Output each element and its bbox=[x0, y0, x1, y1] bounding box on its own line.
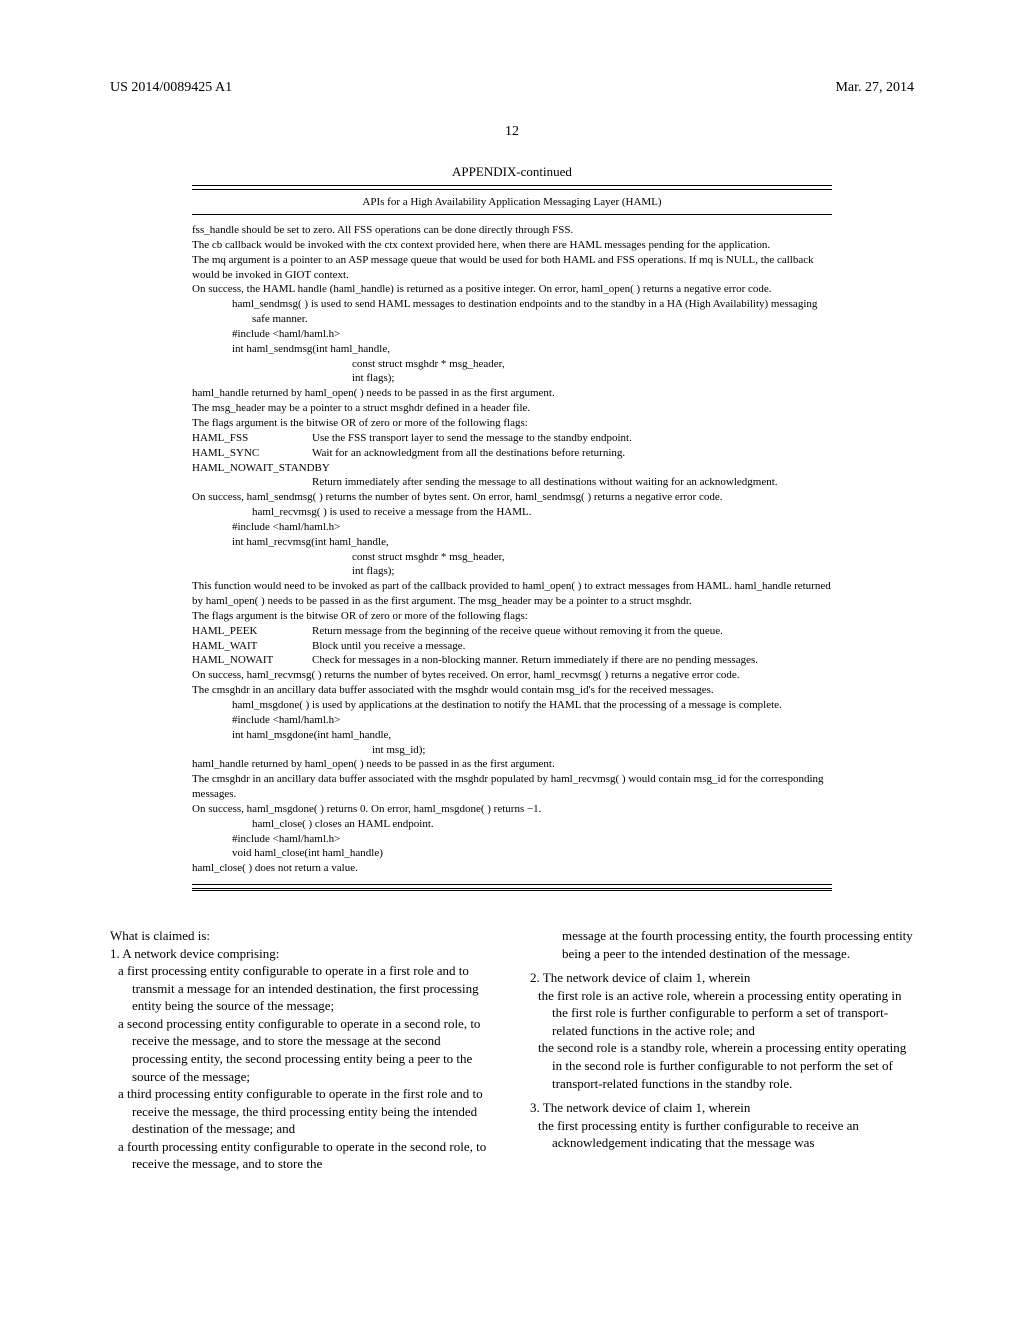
claim-element-cont: message at the fourth processing entity,… bbox=[530, 927, 914, 962]
text: On success, haml_msgdone( ) returns 0. O… bbox=[192, 802, 832, 817]
flag-row: Return immediately after sending the mes… bbox=[192, 475, 832, 490]
flag-name: HAML_NOWAIT_STANDBY bbox=[192, 461, 832, 476]
page-header: US 2014/0089425 A1 Mar. 27, 2014 bbox=[110, 80, 914, 96]
text: haml_msgdone( ) is used by applications … bbox=[192, 698, 832, 713]
flag-row: HAML_PEEKReturn message from the beginni… bbox=[192, 624, 832, 639]
text: The cmsghdr in an ancillary data buffer … bbox=[192, 683, 832, 698]
appendix-title: APPENDIX-continued bbox=[192, 164, 832, 180]
text: The mq argument is a pointer to an ASP m… bbox=[192, 253, 832, 283]
code: int haml_sendmsg(int haml_handle, bbox=[192, 342, 832, 357]
code: int haml_recvmsg(int haml_handle, bbox=[192, 535, 832, 550]
flag-name: HAML_NOWAIT bbox=[192, 653, 312, 668]
claim-element: a first processing entity configurable t… bbox=[110, 962, 494, 1015]
flag-name: HAML_PEEK bbox=[192, 624, 312, 639]
text: On success, the HAML handle (haml_handle… bbox=[192, 282, 832, 297]
flag-row: HAML_WAITBlock until you receive a messa… bbox=[192, 639, 832, 654]
text: This function would need to be invoked a… bbox=[192, 579, 832, 609]
page-number: 12 bbox=[110, 124, 914, 140]
text: haml_sendmsg( ) is used to send HAML mes… bbox=[192, 297, 832, 327]
text: haml_handle returned by haml_open( ) nee… bbox=[192, 386, 832, 401]
code: int haml_msgdone(int haml_handle, bbox=[192, 728, 832, 743]
flag-desc: Use the FSS transport layer to send the … bbox=[312, 431, 832, 446]
code: #include <haml/haml.h> bbox=[192, 327, 832, 342]
rule bbox=[192, 890, 832, 891]
text: The flags argument is the bitwise OR of … bbox=[192, 609, 832, 624]
rule-top bbox=[192, 184, 832, 186]
appendix-body: fss_handle should be set to zero. All FS… bbox=[192, 215, 832, 884]
publication-date: Mar. 27, 2014 bbox=[835, 80, 914, 96]
text: On success, haml_recvmsg( ) returns the … bbox=[192, 668, 832, 683]
code: int flags); bbox=[192, 371, 832, 386]
rule bbox=[192, 884, 832, 885]
text: The cmsghdr in an ancillary data buffer … bbox=[192, 772, 832, 802]
claim: 3. The network device of claim 1, wherei… bbox=[530, 1099, 914, 1117]
flag-row: HAML_FSSUse the FSS transport layer to s… bbox=[192, 431, 832, 446]
appendix-subtitle: APIs for a High Availability Application… bbox=[192, 190, 832, 214]
claim-element: the second role is a standby role, where… bbox=[530, 1039, 914, 1092]
code: #include <haml/haml.h> bbox=[192, 713, 832, 728]
claim-element: a fourth processing entity configurable … bbox=[110, 1138, 494, 1173]
flag-row: HAML_SYNCWait for an acknowledgment from… bbox=[192, 446, 832, 461]
claims-column-left: What is claimed is: 1. A network device … bbox=[110, 927, 494, 1173]
claim-element: the first role is an active role, wherei… bbox=[530, 987, 914, 1040]
flag-name: HAML_FSS bbox=[192, 431, 312, 446]
claims-section: What is claimed is: 1. A network device … bbox=[110, 927, 914, 1173]
code: #include <haml/haml.h> bbox=[192, 832, 832, 847]
code: int msg_id); bbox=[192, 743, 832, 758]
flag-spacer bbox=[192, 475, 312, 490]
claim-element: the first processing entity is further c… bbox=[530, 1117, 914, 1152]
claim: 2. The network device of claim 1, wherei… bbox=[530, 969, 914, 987]
text: The flags argument is the bitwise OR of … bbox=[192, 416, 832, 431]
claim-element: a second processing entity configurable … bbox=[110, 1015, 494, 1085]
flag-desc: Wait for an acknowledgment from all the … bbox=[312, 446, 832, 461]
text: The cb callback would be invoked with th… bbox=[192, 238, 832, 253]
claim: 1. A network device comprising: bbox=[110, 945, 494, 963]
flag-desc: Return message from the beginning of the… bbox=[312, 624, 832, 639]
code: const struct msghdr * msg_header, bbox=[192, 550, 832, 565]
publication-number: US 2014/0089425 A1 bbox=[110, 80, 232, 96]
code: const struct msghdr * msg_header, bbox=[192, 357, 832, 372]
claims-column-right: message at the fourth processing entity,… bbox=[530, 927, 914, 1173]
flag-name: HAML_SYNC bbox=[192, 446, 312, 461]
claim-element: a third processing entity configurable t… bbox=[110, 1085, 494, 1138]
code: #include <haml/haml.h> bbox=[192, 520, 832, 535]
text: haml_handle returned by haml_open( ) nee… bbox=[192, 757, 832, 772]
flag-name: HAML_WAIT bbox=[192, 639, 312, 654]
flag-row: HAML_NOWAITCheck for messages in a non-b… bbox=[192, 653, 832, 668]
code: void haml_close(int haml_handle) bbox=[192, 846, 832, 861]
claims-lead: What is claimed is: bbox=[110, 927, 494, 945]
code: int flags); bbox=[192, 564, 832, 579]
flag-desc: Check for messages in a non-blocking man… bbox=[312, 653, 832, 668]
text: haml_recvmsg( ) is used to receive a mes… bbox=[192, 505, 832, 520]
text: On success, haml_sendmsg( ) returns the … bbox=[192, 490, 832, 505]
text: The msg_header may be a pointer to a str… bbox=[192, 401, 832, 416]
text: haml_close( ) closes an HAML endpoint. bbox=[192, 817, 832, 832]
appendix-section: APPENDIX-continued APIs for a High Avail… bbox=[192, 164, 832, 891]
text: haml_close( ) does not return a value. bbox=[192, 861, 832, 876]
flag-desc: Block until you receive a message. bbox=[312, 639, 832, 654]
flag-desc: Return immediately after sending the mes… bbox=[312, 475, 832, 490]
text: fss_handle should be set to zero. All FS… bbox=[192, 223, 832, 238]
